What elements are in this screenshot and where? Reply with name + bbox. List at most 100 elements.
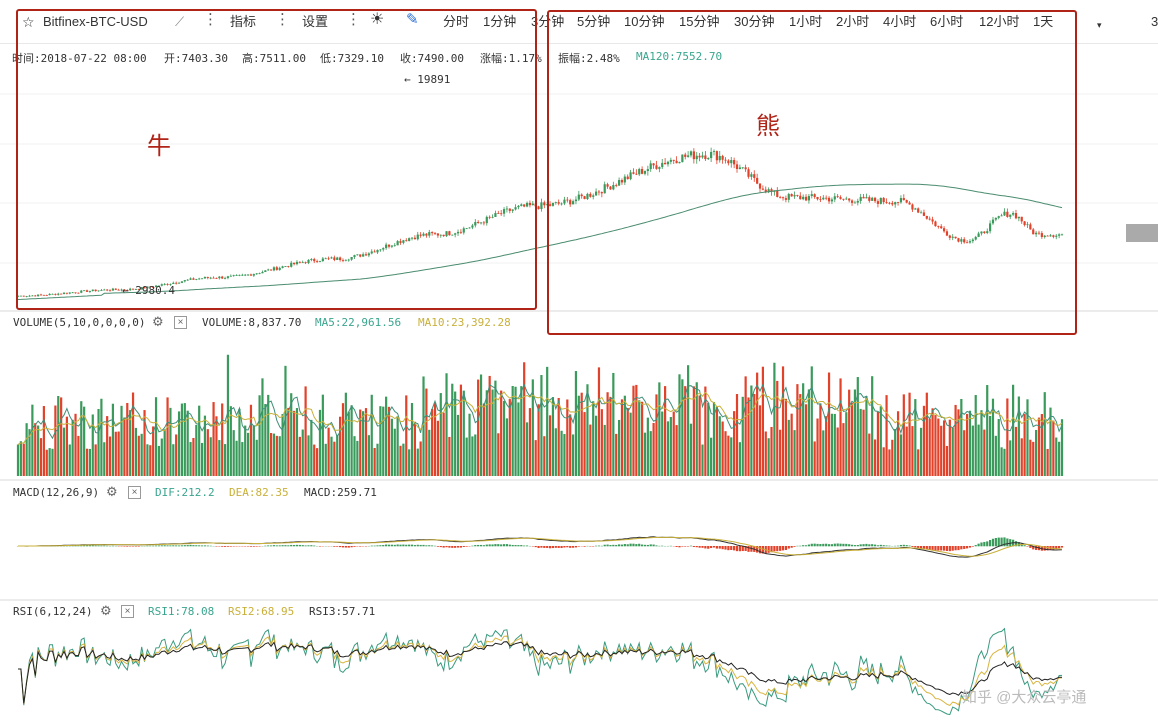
volume-bar <box>54 405 57 476</box>
volume-bar <box>848 389 851 476</box>
candle-body <box>796 195 799 196</box>
volume-bar <box>491 389 494 476</box>
macd-bar <box>997 537 1000 547</box>
macd-bar <box>157 545 161 547</box>
candle-body <box>1020 216 1023 222</box>
volume-bar <box>287 407 290 476</box>
gear-icon[interactable]: ⚙ <box>100 603 112 618</box>
volume-bar <box>534 440 537 476</box>
volume-bar <box>735 394 739 476</box>
gear-icon[interactable]: ⚙ <box>152 314 164 329</box>
gear-icon[interactable]: ⚙ <box>106 484 118 499</box>
candle-body <box>157 285 161 287</box>
volume-bar <box>928 418 931 476</box>
period-tab[interactable]: 12小时 <box>979 14 1020 29</box>
volume-bar <box>356 440 359 476</box>
chevron-down-icon[interactable]: ▾ <box>1097 20 1102 30</box>
macd-bar <box>770 546 773 553</box>
candle-body <box>140 287 143 290</box>
volume-bar <box>451 383 454 476</box>
candle-body <box>428 232 431 236</box>
candle-body <box>865 197 868 199</box>
more-icon[interactable]: ⋮ <box>346 11 361 28</box>
star-icon[interactable]: ☆ <box>22 14 35 30</box>
macd-dea-value: DEA:82.35 <box>229 486 289 499</box>
volume-bar <box>456 414 460 476</box>
macd-bar <box>402 544 405 547</box>
toolbar-right-edge: 3 <box>1151 14 1158 29</box>
candle-body <box>114 288 117 290</box>
theme-sun-icon[interactable]: ☀ <box>370 11 385 28</box>
period-tab[interactable]: 1小时 <box>789 14 823 29</box>
candle-body <box>793 195 796 197</box>
candle-body <box>120 289 123 291</box>
volume-bar <box>1043 392 1046 476</box>
settings-button[interactable]: 设置 <box>302 14 329 29</box>
rsi-panel-name: RSI(6,12,24) <box>13 605 93 618</box>
volume-bar <box>140 433 143 476</box>
volume-bar <box>802 383 805 476</box>
volume-bar <box>819 403 822 476</box>
pen-icon[interactable]: ✎ <box>406 11 419 28</box>
candle-body <box>580 194 583 197</box>
symbol-title[interactable]: Bitfinex-BTC-USD <box>43 14 148 29</box>
macd-bar <box>701 546 704 548</box>
period-tab[interactable]: 6小时 <box>930 14 964 29</box>
macd-bar <box>376 545 379 547</box>
period-tab[interactable]: 15分钟 <box>679 14 720 29</box>
candle-body <box>1049 235 1052 237</box>
candle-body <box>816 196 819 200</box>
volume-bar <box>25 423 28 476</box>
period-tab[interactable]: 5分钟 <box>577 14 611 29</box>
macd-bar <box>767 546 770 553</box>
volume-bar <box>830 413 834 476</box>
volume-bar <box>937 418 940 476</box>
candle-body <box>244 274 247 276</box>
volume-bar <box>827 372 831 476</box>
volume-bar <box>134 427 138 476</box>
period-tab[interactable]: 1分钟 <box>483 14 517 29</box>
macd-bar <box>638 543 641 547</box>
compare-icon[interactable]: ⟋ <box>175 14 185 29</box>
candle-body <box>134 289 138 290</box>
volume-bar <box>203 415 207 476</box>
period-tab[interactable]: 2小时 <box>836 14 870 29</box>
macd-bar <box>859 544 862 547</box>
macd-bar <box>396 544 399 547</box>
macd-bar <box>609 545 612 547</box>
candle-body <box>258 273 261 275</box>
macd-bar <box>733 546 736 551</box>
period-tab[interactable]: 1天 <box>1033 14 1054 29</box>
candle-body <box>692 151 695 160</box>
period-tab[interactable]: 4小时 <box>883 14 917 29</box>
volume-bar <box>209 437 212 476</box>
volume-bar <box>842 423 845 476</box>
close-icon[interactable]: × <box>128 486 141 499</box>
macd-bar <box>192 545 195 547</box>
indicators-button[interactable]: 指标 <box>230 14 257 29</box>
macd-bar <box>1023 545 1026 547</box>
period-tab[interactable]: 30分钟 <box>734 14 775 29</box>
volume-bar <box>557 397 560 476</box>
more-icon[interactable]: ⋮ <box>203 11 218 28</box>
candle-body <box>876 201 880 204</box>
close-icon[interactable]: × <box>121 605 134 618</box>
candle-body <box>316 261 319 262</box>
candle-body <box>819 199 822 201</box>
candle-body <box>356 254 359 256</box>
macd-bar <box>873 544 877 547</box>
more-icon[interactable]: ⋮ <box>275 11 290 28</box>
candle-body <box>718 155 721 161</box>
volume-bar <box>505 418 509 476</box>
close-icon[interactable]: × <box>174 316 187 329</box>
period-tab[interactable]: 分时 <box>443 14 470 29</box>
candle-body <box>479 222 483 224</box>
macd-bar <box>137 546 140 547</box>
macd-bar <box>344 546 347 548</box>
macd-bar <box>681 546 684 547</box>
volume-bar <box>393 428 396 476</box>
macd-bar <box>790 546 793 548</box>
macd-bar <box>546 546 549 548</box>
period-tab[interactable]: 10分钟 <box>624 14 665 29</box>
